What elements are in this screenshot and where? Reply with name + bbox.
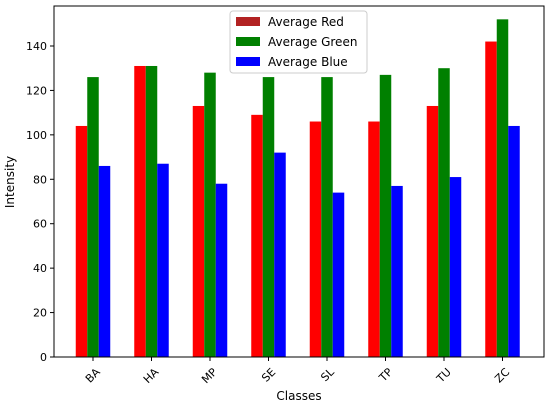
legend: Average Red Average Green Average Blue [229, 10, 368, 74]
y-tick-label: 140 [26, 40, 47, 53]
bar-tu-average-red [426, 105, 439, 357]
bar-sl-average-blue [332, 192, 345, 357]
legend-swatch-green [236, 37, 260, 46]
x-tick-label-tp: TP [376, 365, 396, 385]
legend-swatch-blue [236, 57, 260, 66]
bar-ba-average-green [87, 77, 99, 357]
y-tick-label: 20 [33, 307, 47, 320]
bar-zc-average-red [485, 41, 497, 357]
bar-ba-average-red [75, 125, 88, 358]
bar-se-average-blue [274, 152, 286, 357]
y-tick-label: 80 [33, 173, 47, 186]
x-tick-label-sl: SL [318, 365, 337, 384]
x-tick-label-zc: ZC [492, 365, 512, 385]
bar-ha-average-green [145, 65, 158, 357]
y-axis-ticks: 0 20 40 60 80 100 120 140 [26, 40, 54, 364]
bar-mp-average-blue [215, 183, 228, 357]
bar-ha-average-blue [157, 163, 169, 357]
y-axis-label: Intensity [3, 156, 17, 208]
bar-ba-average-blue [98, 165, 111, 357]
bar-zc-average-blue [508, 125, 520, 358]
y-tick-label: 120 [26, 84, 47, 97]
bar-tu-average-green [438, 68, 450, 357]
y-tick-label: 40 [33, 262, 47, 275]
bar-tp-average-green [379, 74, 392, 358]
bar-se-average-red [251, 114, 263, 357]
y-tick-label: 0 [40, 351, 47, 364]
legend-label-blue: Average Blue [268, 55, 348, 69]
bar-mp-average-green [204, 72, 216, 358]
x-tick-label-tu: TU [433, 366, 453, 386]
x-tick-label-ha: HA [141, 365, 162, 386]
bar-ha-average-red [134, 65, 146, 357]
bar-se-average-green [262, 77, 275, 357]
bar-tp-average-red [368, 121, 380, 358]
bar-tu-average-blue [449, 177, 462, 357]
legend-label-green: Average Green [268, 35, 357, 49]
y-tick-label: 60 [33, 218, 47, 231]
legend-label-red: Average Red [268, 15, 344, 29]
x-axis-label: Classes [276, 389, 321, 403]
plot-area-frame [53, 5, 545, 358]
bar-tp-average-blue [391, 185, 403, 357]
bar-zc-average-green [496, 19, 509, 358]
legend-frame [229, 10, 368, 74]
y-tick-label: 100 [26, 129, 47, 142]
x-tick-label-se: SE [259, 366, 278, 385]
bar-sl-average-green [321, 77, 333, 357]
x-tick-label-ba: BA [83, 365, 103, 385]
x-tick-label-mp: MP [199, 365, 220, 386]
legend-swatch-red [236, 17, 260, 26]
bar-sl-average-red [309, 121, 322, 358]
bar-mp-average-red [192, 105, 205, 357]
bars-layer [75, 19, 520, 358]
x-axis-ticks: BA HA MP SE SL TP TU ZC [83, 357, 513, 386]
